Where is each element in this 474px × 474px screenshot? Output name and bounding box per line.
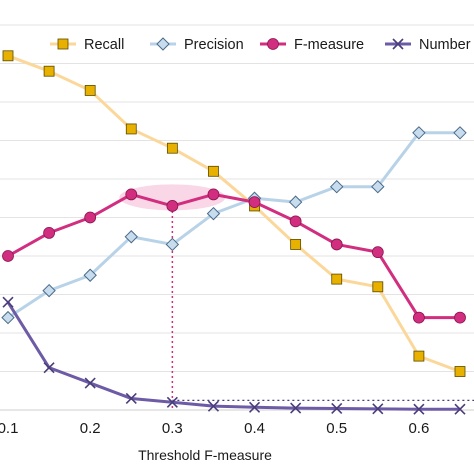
x-axis-title: Threshold F-measure [138, 447, 272, 463]
number-point [413, 403, 425, 415]
f-measure-point [330, 238, 343, 251]
series-precision [1, 126, 467, 325]
f-measure-line [7, 192, 460, 320]
precision-point [206, 206, 221, 221]
recall-point [43, 65, 55, 77]
x-tick-label: 0.3 [162, 420, 183, 437]
grid-lines [0, 24, 474, 411]
f-measure-point [43, 226, 55, 239]
series-recall [2, 50, 466, 377]
highlight-ellipse [119, 184, 226, 211]
precision-point [412, 126, 426, 140]
f-measure-point [413, 311, 425, 324]
f-measure-point [371, 246, 384, 259]
number-point [166, 396, 178, 408]
f-measure-point [207, 188, 220, 201]
x-tick-labels: 0.1 0.2 0.3 0.4 0.5 0.6 [0, 420, 429, 437]
series-number [2, 296, 466, 415]
recall-point [84, 85, 96, 96]
recall-point [166, 142, 178, 154]
f-measure-point [289, 215, 302, 228]
number-point [290, 402, 302, 414]
series-f-measure [2, 188, 466, 324]
recall-point [372, 281, 384, 293]
f-measure-point [166, 200, 179, 212]
number-point [2, 296, 14, 308]
recall-point [2, 50, 14, 62]
x-tick-label: 0.4 [244, 420, 265, 437]
recall-line [7, 54, 461, 373]
f-measure-point [84, 211, 97, 224]
precision-point [330, 179, 344, 194]
legend-label: F-measure [294, 37, 364, 53]
precision-point [124, 230, 138, 244]
x-tick-label: 0.5 [326, 420, 347, 437]
recall-point [290, 239, 302, 250]
legend-swatch-marker [267, 38, 279, 50]
recall-point [413, 350, 425, 362]
f-measure-point [125, 188, 138, 201]
annotations [119, 184, 474, 408]
precision-point [453, 126, 467, 140]
recall-point [454, 366, 466, 377]
number-point [207, 400, 220, 412]
number-line [6, 301, 460, 411]
number-point [84, 377, 96, 389]
recall-point [208, 165, 219, 177]
legend-item-precision: Precision [150, 37, 244, 53]
legend-item-number: Number [385, 37, 471, 53]
precision-point [165, 237, 180, 252]
legend-swatch-marker [392, 38, 404, 50]
f-measure-point [248, 196, 261, 209]
legend-item-recall: Recall [50, 37, 124, 53]
f-measure-point [2, 250, 14, 262]
legend-item-f-measure: F-measure [260, 37, 364, 53]
recall-point [125, 123, 137, 135]
f-measure-point [454, 311, 466, 324]
recall-point [331, 273, 343, 285]
x-tick-label: 0.6 [408, 420, 429, 437]
number-point [43, 362, 55, 374]
number-point [331, 402, 343, 415]
legend-label: Recall [84, 37, 124, 53]
precision-point [83, 268, 97, 282]
legend-swatch-marker [57, 38, 69, 50]
precision-point [288, 195, 303, 209]
precision-point [1, 310, 15, 325]
number-point [248, 401, 261, 413]
precision-point [371, 179, 385, 194]
x-tick-label: 0.2 [80, 420, 101, 437]
legend-label: Precision [184, 37, 244, 53]
legend-swatch-marker [156, 37, 170, 51]
x-tick-label: 0.1 [0, 420, 18, 437]
legend: Recall Precision F-measure Number [50, 37, 471, 53]
precision-point [42, 283, 56, 298]
precision-line [7, 131, 460, 319]
legend-label: Number [419, 37, 471, 53]
number-point [372, 403, 384, 415]
number-point [454, 403, 466, 415]
series-group [1, 50, 467, 415]
number-point [125, 392, 137, 405]
